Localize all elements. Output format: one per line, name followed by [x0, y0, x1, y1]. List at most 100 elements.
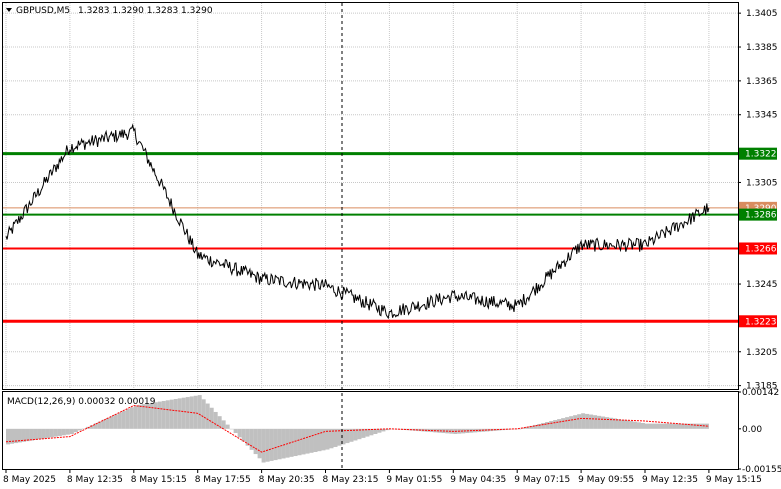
macd-histogram-bar — [245, 428, 250, 446]
macd-histogram-bar — [257, 428, 262, 459]
macd-histogram-bar — [593, 415, 598, 429]
macd-histogram-bar — [361, 428, 366, 438]
macd-histogram-bar — [41, 428, 46, 439]
x-tick-label: 8 May 15:15 — [131, 475, 187, 485]
macd-histogram-bar — [385, 428, 390, 431]
macd-histogram-bar — [253, 428, 258, 455]
macd-histogram-bar — [205, 403, 210, 429]
horizontal-levels[interactable] — [3, 152, 738, 323]
macd-histogram-bar — [633, 421, 638, 429]
macd-axis[interactable]: 0.00142 0.00 -0.00155 — [738, 388, 781, 475]
macd-histogram-bar — [660, 423, 665, 429]
macd-histogram-bar — [169, 399, 174, 429]
macd-histogram-bar — [573, 415, 578, 429]
macd-histogram-bar — [521, 427, 526, 429]
macd-histogram-bar — [45, 428, 50, 438]
macd-histogram-bar — [329, 428, 334, 449]
macd-histogram-bar — [381, 428, 386, 432]
y-tick-label: 1.3385 — [746, 43, 778, 53]
macd-histogram-bar — [237, 428, 242, 438]
macd-histogram-bar — [497, 428, 502, 431]
macd-histogram-bar — [81, 428, 86, 430]
macd-pane — [5, 395, 709, 463]
macd-histogram-bar — [309, 428, 314, 453]
macd-histogram-bar — [277, 428, 282, 460]
macd-histogram-bar — [369, 428, 374, 436]
x-tick-label: 9 May 09:55 — [578, 475, 634, 485]
macd-histogram-bar — [565, 417, 570, 429]
macd-histogram-bar — [49, 428, 54, 438]
triangle-down-icon[interactable] — [6, 8, 12, 12]
macd-histogram-bar — [289, 428, 294, 457]
macd-histogram-bar — [241, 428, 246, 442]
macd-tick-label: -0.00155 — [742, 465, 781, 475]
macd-histogram-bar — [684, 423, 689, 429]
macd-histogram-bar — [73, 428, 78, 433]
macd-histogram-bar — [641, 422, 646, 429]
macd-histogram-bar — [377, 428, 382, 433]
macd-histogram-bar — [317, 428, 322, 452]
macd-histogram-bar — [121, 410, 126, 429]
level-tag-label: 1.3322 — [745, 150, 777, 160]
macd-histogram-bar — [553, 420, 558, 429]
macd-histogram-bar — [33, 428, 38, 440]
time-axis[interactable]: 8 May 2025 8 May 12:35 8 May 15:15 8 May 17… — [3, 469, 762, 485]
macd-histogram-bar — [181, 397, 186, 429]
macd-histogram-bar — [217, 416, 222, 429]
x-tick-label: 8 May 23:15 — [323, 475, 379, 485]
macd-histogram-bar — [97, 421, 102, 429]
macd-histogram-bar — [269, 428, 274, 461]
price-axis[interactable]: 1.3405 1.3385 1.3365 1.3345 1.3322 1.3305 1.32… — [738, 9, 778, 392]
macd-histogram-bar — [696, 423, 701, 429]
macd-histogram-bar — [652, 423, 657, 429]
macd-histogram-bar — [485, 428, 490, 432]
macd-histogram-bar — [261, 428, 266, 463]
macd-histogram-bar — [321, 428, 326, 451]
macd-histogram-bar — [301, 428, 306, 455]
macd-histogram-bar — [201, 399, 206, 429]
macd-histogram-bar — [293, 428, 298, 457]
macd-histogram-bar — [345, 428, 350, 444]
macd-histogram-bar — [229, 428, 234, 430]
macd-histogram-bar — [373, 428, 378, 434]
macd-histogram-bar — [401, 428, 406, 430]
macd-histogram-bar — [664, 423, 669, 429]
y-tick-label: 1.3345 — [746, 111, 778, 121]
macd-histogram-bar — [105, 417, 110, 429]
macd-histogram-bar — [629, 421, 634, 429]
macd-histogram-bar — [349, 428, 354, 442]
macd-histogram-bar — [61, 428, 66, 436]
level-tag-label: 1.3223 — [745, 317, 777, 327]
macd-histogram-bar — [53, 428, 58, 437]
level-tag — [739, 147, 777, 160]
macd-histogram-bar — [265, 428, 270, 462]
macd-histogram-bar — [109, 416, 114, 429]
macd-histogram-bar — [549, 421, 554, 429]
level-tag-label: 1.3286 — [745, 211, 777, 221]
y-tick-label: 1.3405 — [746, 9, 778, 19]
macd-histogram-bar — [680, 423, 685, 429]
level-tag — [739, 315, 777, 328]
macd-histogram-bar — [89, 425, 94, 429]
macd-histogram-bar — [25, 428, 30, 442]
macd-histogram-bar — [333, 428, 338, 447]
macd-histogram-bar — [305, 428, 310, 454]
macd-histogram-bar — [93, 423, 98, 429]
macd-histogram-bar — [341, 428, 346, 445]
macd-histogram-bar — [577, 414, 582, 429]
macd-histogram-bar — [625, 420, 630, 429]
macd-histogram-bar — [517, 428, 522, 430]
x-tick-label: 8 May 17:55 — [195, 475, 251, 485]
macd-histogram-bar — [676, 423, 681, 429]
macd-histogram-bar — [461, 428, 466, 434]
macd-histogram-bar — [648, 423, 653, 429]
macd-histogram-bar — [617, 419, 622, 429]
macd-histogram-bar — [700, 423, 705, 429]
macd-histogram-bar — [117, 412, 122, 429]
macd-histogram-bar — [541, 422, 546, 429]
macd-histogram-bar — [129, 407, 134, 429]
macd-histogram-bar — [6, 428, 10, 445]
macd-histogram-bar — [597, 415, 602, 429]
